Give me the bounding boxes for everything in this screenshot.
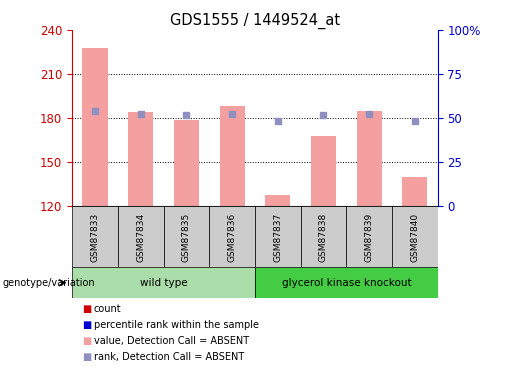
Text: GSM87835: GSM87835 (182, 213, 191, 262)
Bar (301, 206, 346, 268)
Text: GSM87839: GSM87839 (365, 213, 374, 262)
Bar (82, 48, 108, 206)
Text: value, Detection Call = ABSENT: value, Detection Call = ABSENT (94, 336, 249, 346)
Bar (265, 195, 290, 206)
Text: count: count (94, 304, 122, 314)
Text: ■: ■ (82, 304, 92, 314)
Bar (311, 136, 336, 206)
Bar (72, 206, 118, 268)
Text: GSM87836: GSM87836 (228, 213, 236, 262)
Text: rank, Detection Call = ABSENT: rank, Detection Call = ABSENT (94, 352, 244, 362)
Bar (402, 177, 427, 206)
Bar (356, 111, 382, 206)
Bar (219, 106, 245, 206)
Bar (255, 267, 438, 298)
Text: percentile rank within the sample: percentile rank within the sample (94, 320, 259, 330)
Text: glycerol kinase knockout: glycerol kinase knockout (282, 278, 411, 288)
Bar (118, 206, 163, 268)
Text: GSM87834: GSM87834 (136, 213, 145, 262)
Bar (209, 206, 255, 268)
Bar (128, 112, 153, 206)
Text: genotype/variation: genotype/variation (3, 278, 95, 288)
Bar (392, 206, 438, 268)
Text: ■: ■ (82, 336, 92, 346)
Text: GSM87833: GSM87833 (91, 213, 99, 262)
Text: wild type: wild type (140, 278, 187, 288)
Bar (346, 206, 392, 268)
Text: GSM87840: GSM87840 (410, 213, 419, 262)
Bar (255, 206, 301, 268)
Text: GSM87837: GSM87837 (273, 213, 282, 262)
Title: GDS1555 / 1449524_at: GDS1555 / 1449524_at (170, 12, 340, 28)
Text: ■: ■ (82, 352, 92, 362)
Bar (72, 267, 255, 298)
Bar (174, 120, 199, 206)
Bar (163, 206, 209, 268)
Text: GSM87838: GSM87838 (319, 213, 328, 262)
Text: ■: ■ (82, 320, 92, 330)
